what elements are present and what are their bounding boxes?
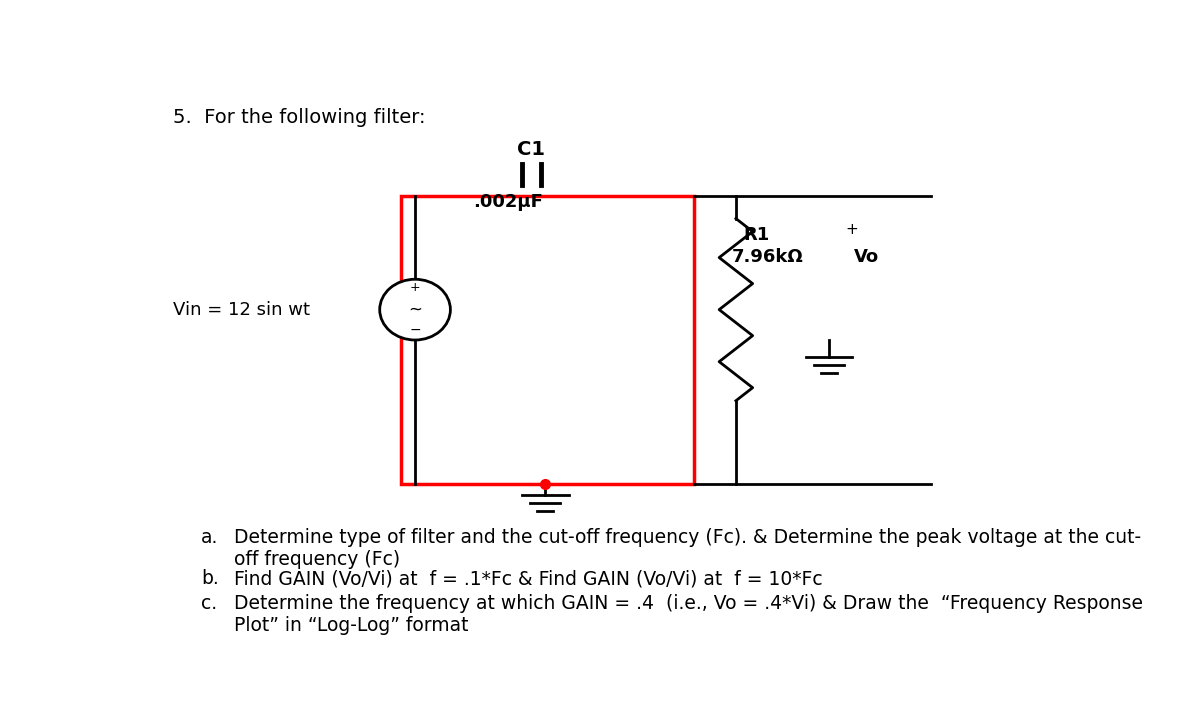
Text: off frequency (Fc): off frequency (Fc) xyxy=(234,550,400,569)
Ellipse shape xyxy=(379,279,450,340)
Text: −: − xyxy=(409,323,421,337)
Text: C1: C1 xyxy=(517,140,545,159)
Text: a.: a. xyxy=(202,528,218,546)
Text: 5.  For the following filter:: 5. For the following filter: xyxy=(173,108,426,127)
Text: c.: c. xyxy=(202,594,217,613)
Text: ~: ~ xyxy=(408,300,422,318)
Text: Determine type of filter and the cut-off frequency (Fc). & Determine the peak vo: Determine type of filter and the cut-off… xyxy=(234,528,1141,546)
Text: b.: b. xyxy=(202,569,218,588)
Text: Plot” in “Log-Log” format: Plot” in “Log-Log” format xyxy=(234,616,468,635)
Text: +: + xyxy=(409,281,420,294)
Text: +: + xyxy=(846,222,858,237)
Text: 7.96kΩ: 7.96kΩ xyxy=(732,248,804,266)
Text: Determine the frequency at which GAIN = .4  (i.e., Vo = .4*Vi) & Draw the  “Freq: Determine the frequency at which GAIN = … xyxy=(234,594,1142,613)
Text: Vin = 12 sin wt: Vin = 12 sin wt xyxy=(173,300,311,318)
Bar xyxy=(401,196,694,483)
Text: Find GAIN (Vo/Vi) at  f = .1*Fc & Find GAIN (Vo/Vi) at  f = 10*Fc: Find GAIN (Vo/Vi) at f = .1*Fc & Find GA… xyxy=(234,569,822,588)
Text: Vo: Vo xyxy=(853,248,878,266)
Text: R1: R1 xyxy=(743,226,769,244)
Text: .002μF: .002μF xyxy=(473,193,542,211)
